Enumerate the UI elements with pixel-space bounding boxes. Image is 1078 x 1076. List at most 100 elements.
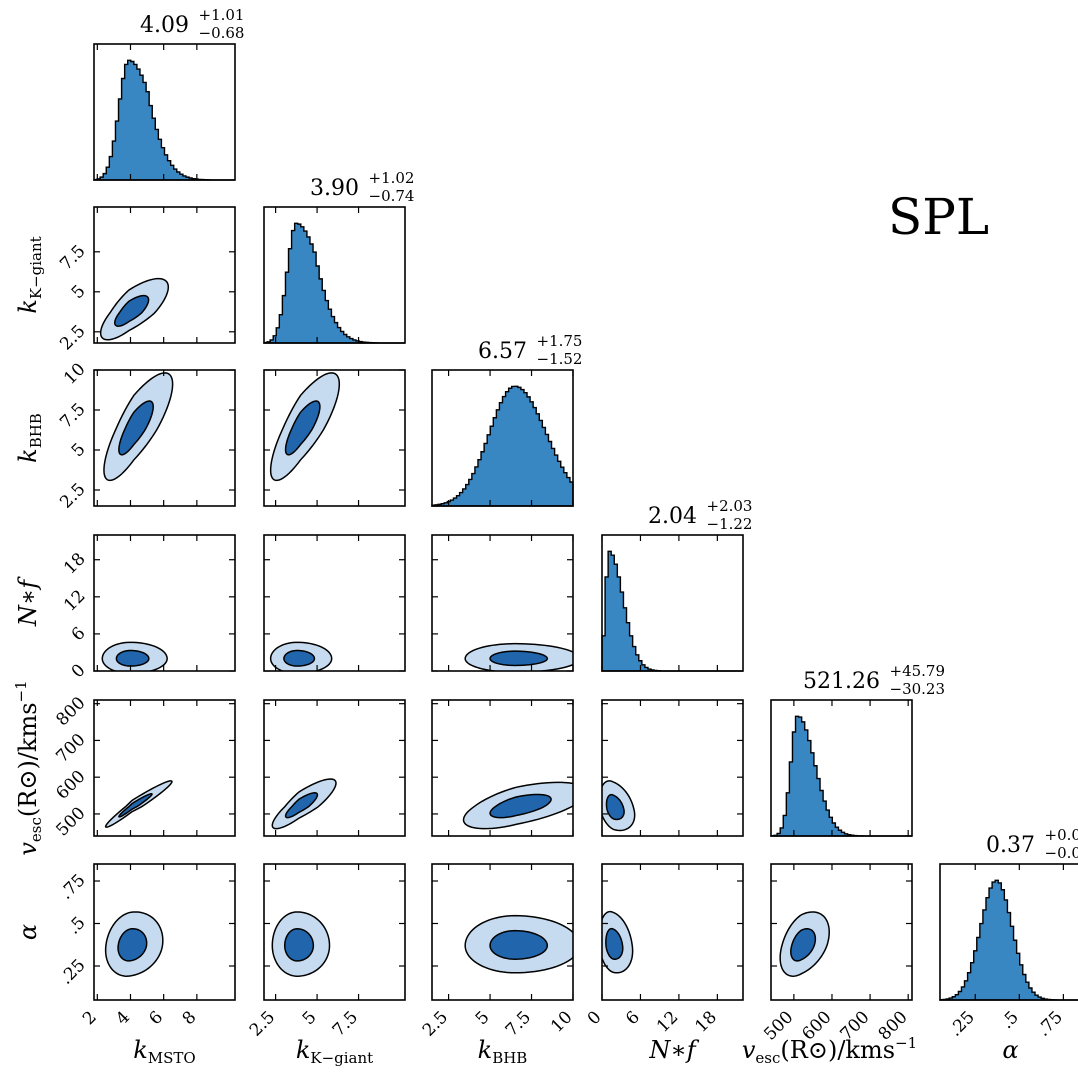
- contour-k_MSTO-vs-k_K-giant: [99, 277, 170, 341]
- marginal-histogram-alpha: [939, 879, 1078, 1001]
- marginal-err-minus-alpha: −0.09: [1045, 844, 1078, 862]
- marginal-err-minus-N*f: −1.22: [707, 515, 753, 533]
- contour-inner: [605, 927, 624, 960]
- contour-inner: [489, 929, 549, 960]
- marginal-histogram-N*f: [601, 550, 743, 672]
- contour-k_BHB-vs-N*f: [464, 642, 573, 671]
- contour-inner: [790, 928, 817, 962]
- contour-N*f-vs-v_esc: [602, 780, 636, 832]
- x-tick-label-k_MSTO: 2: [79, 1007, 101, 1029]
- contour-k_MSTO-vs-v_esc: [104, 780, 173, 828]
- contour-inner: [118, 792, 153, 818]
- panel-frame: [93, 863, 236, 1001]
- contour-k_K-giant-vs-N*f: [269, 641, 333, 671]
- y-tick-label-k_BHB: 2.5: [56, 479, 89, 512]
- x-tick-label-alpha: .75: [1034, 1007, 1067, 1040]
- x-tick-label-N*f: 6: [622, 1007, 644, 1029]
- contour-k_K-giant-vs-alpha: [271, 911, 331, 977]
- contour-inner: [113, 294, 150, 327]
- contour-inner: [489, 650, 549, 667]
- x-tick-label-k_K-giant: 5: [299, 1007, 321, 1029]
- marginal-title-v_esc: 521.26: [803, 669, 880, 694]
- contour-v_esc-vs-alpha: [779, 911, 830, 977]
- y-tick-label-k_BHB: 10: [60, 359, 89, 388]
- x-tick-label-N*f: 0: [584, 1007, 606, 1029]
- x-axis-label-k_BHB: kBHB: [478, 1036, 528, 1067]
- y-tick-label-alpha: .5: [64, 913, 90, 939]
- y-axis-label-alpha: α: [14, 924, 42, 940]
- panel-frame: [263, 699, 406, 837]
- y-tick-label-N*f: 18: [60, 549, 89, 578]
- panel-frame: [431, 699, 574, 837]
- marginal-err-plus-k_MSTO: +1.01: [199, 6, 245, 24]
- marginal-title-k_K-giant: 3.90: [310, 176, 359, 201]
- y-tick-label-v_esc: 800: [52, 693, 89, 730]
- contour-k_K-giant-vs-k_BHB: [269, 372, 341, 482]
- panel-frame: [939, 863, 1078, 1001]
- contour-inner: [283, 649, 316, 667]
- contour-k_MSTO-vs-N*f: [101, 641, 168, 671]
- marginal-title-k_MSTO: 4.09: [140, 13, 189, 38]
- x-tick-label-k_MSTO: 8: [179, 1007, 201, 1029]
- x-axis-label-v_esc: vesc(R⊙)/kms−1: [742, 1034, 917, 1067]
- contour-k_MSTO-vs-k_BHB: [103, 372, 174, 482]
- x-tick-label-k_BHB: 5: [472, 1007, 494, 1029]
- marginal-histogram-k_BHB: [431, 385, 574, 507]
- panel-frame: [93, 534, 236, 672]
- contour-inner: [489, 793, 552, 819]
- marginal-err-minus-k_BHB: −1.52: [537, 350, 583, 368]
- marginal-err-plus-v_esc: +45.79: [890, 662, 946, 680]
- marginal-err-minus-k_K-giant: −0.74: [369, 187, 415, 205]
- contour-inner: [605, 793, 625, 821]
- marginal-err-plus-alpha: +0.09: [1045, 826, 1078, 844]
- marginal-err-plus-k_BHB: +1.75: [537, 332, 583, 350]
- contour-inner: [117, 928, 148, 962]
- x-tick-label-k_K-giant: 2.5: [246, 1007, 279, 1040]
- y-tick-label-N*f: 6: [68, 623, 90, 645]
- contour-k_BHB-vs-alpha: [464, 914, 573, 974]
- x-axis-label-k_K-giant: kK−giant: [296, 1036, 373, 1067]
- y-tick-label-k_BHB: 7.5: [56, 399, 89, 432]
- contour-k_MSTO-vs-alpha: [104, 911, 164, 977]
- marginal-err-minus-k_MSTO: −0.68: [199, 24, 245, 42]
- x-tick-label-alpha: .25: [946, 1007, 979, 1040]
- x-tick-label-N*f: 18: [691, 1007, 720, 1036]
- x-tick-label-k_K-giant: 7.5: [329, 1007, 362, 1040]
- y-axis-label-N*f: N∗f: [14, 576, 42, 627]
- y-tick-label-v_esc: 700: [52, 730, 89, 767]
- y-axis-label-v_esc: vesc(R⊙)/kms−1: [12, 680, 45, 855]
- panel-frame: [431, 369, 574, 507]
- contour-inner: [118, 400, 154, 456]
- y-tick-label-alpha: .25: [56, 955, 89, 988]
- contour-inner: [284, 792, 319, 819]
- marginal-title-N*f: 2.04: [648, 504, 697, 529]
- x-axis-label-alpha: α: [1002, 1036, 1018, 1064]
- panel-frame: [601, 863, 744, 1001]
- marginal-title-k_BHB: 6.57: [478, 339, 527, 364]
- y-tick-label-N*f: 0: [68, 660, 90, 682]
- model-label: SPL: [888, 188, 990, 246]
- y-tick-label-k_BHB: 5: [68, 439, 90, 461]
- y-axis-label-k_K-giant: kK−giant: [14, 236, 45, 313]
- x-tick-label-k_MSTO: 4: [112, 1007, 134, 1029]
- panel-frame: [263, 369, 406, 507]
- y-tick-label-v_esc: 500: [52, 803, 89, 840]
- marginal-err-plus-N*f: +2.03: [707, 497, 753, 515]
- y-tick-label-k_K-giant: 7.5: [56, 241, 89, 274]
- x-tick-label-k_MSTO: 6: [145, 1007, 167, 1029]
- panel-frame: [770, 863, 913, 1001]
- x-tick-label-k_BHB: 2.5: [419, 1007, 452, 1040]
- panel-frame: [93, 369, 236, 507]
- panel-frame: [93, 43, 236, 181]
- x-tick-label-alpha: .5: [997, 1007, 1023, 1033]
- panel-frame: [770, 699, 913, 837]
- y-tick-label-N*f: 12: [60, 586, 89, 615]
- x-axis-label-N*f: N∗f: [648, 1036, 699, 1064]
- panel-frame: [263, 863, 406, 1001]
- marginal-err-plus-k_K-giant: +1.02: [369, 169, 415, 187]
- contour-inner: [283, 928, 315, 962]
- marginal-err-minus-v_esc: −30.23: [890, 680, 946, 698]
- panel-frame: [601, 534, 744, 672]
- marginal-histogram-k_MSTO: [93, 59, 235, 181]
- contour-inner: [284, 400, 321, 456]
